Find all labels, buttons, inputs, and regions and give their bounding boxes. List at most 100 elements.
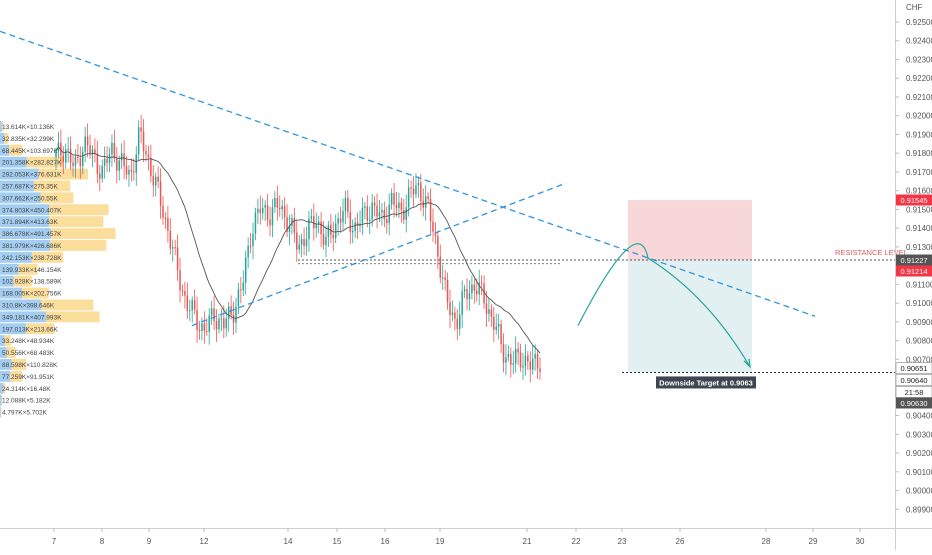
candle-body xyxy=(347,197,349,213)
candle-body xyxy=(116,158,118,171)
volume-profile-up-bar xyxy=(0,311,46,323)
candle-body xyxy=(296,232,298,250)
volume-profile-label: 50.556K×68.483K xyxy=(2,350,55,357)
candle-body xyxy=(213,308,215,322)
candle-body xyxy=(524,355,527,366)
volume-profile-up-bar xyxy=(0,132,5,144)
volume-profile-label: 242.153K×238.728K xyxy=(2,255,62,262)
candle-body xyxy=(420,182,422,202)
volume-profile-label: 88.598K×110.828K xyxy=(2,362,58,369)
candle-body xyxy=(410,187,412,189)
volume-profile-up-bar xyxy=(0,144,10,156)
volume-profile-label: 349.181K×407.993K xyxy=(2,314,62,321)
candle-body xyxy=(466,289,468,300)
resistance-level-label: RESISTANCE LEVEL xyxy=(835,248,908,257)
candle-body xyxy=(189,310,191,312)
volume-profile-down-bar xyxy=(40,299,94,311)
candle-body xyxy=(259,208,262,214)
candle-body xyxy=(495,326,497,330)
volume-profile-down-bar xyxy=(25,323,55,335)
candle-body xyxy=(437,235,439,257)
volume-profile-up-bar xyxy=(0,370,11,382)
candle-body xyxy=(480,282,483,284)
candle-body xyxy=(247,245,249,258)
volume-profile-label: 201.358K×282.827K xyxy=(2,160,62,167)
candle-body xyxy=(322,234,325,246)
candle-body xyxy=(332,234,335,239)
candle-body xyxy=(225,318,228,329)
candle-body xyxy=(254,212,257,234)
candle-body xyxy=(300,239,303,245)
time-tick-label: 7 xyxy=(52,537,57,546)
volume-profile-label: 4.797K×5.702K xyxy=(2,410,48,417)
volume-profile-label: 24.314K×16.48K xyxy=(2,386,51,393)
time-tick-label: 9 xyxy=(147,537,152,546)
volume-profile-up-bar xyxy=(0,359,12,370)
candle-body xyxy=(206,331,208,333)
candle-body xyxy=(429,198,432,222)
candle-body xyxy=(500,324,502,345)
volume-profile-up-bar xyxy=(0,394,2,406)
profit-target-zone xyxy=(628,260,752,373)
volume-profile-label: 168.005K×202.756K xyxy=(2,291,62,298)
candle-body xyxy=(439,256,442,278)
candle-body xyxy=(184,290,186,296)
candle-body xyxy=(291,218,293,226)
candle-body xyxy=(510,353,512,365)
target-callout-box xyxy=(656,376,756,389)
candle-body xyxy=(99,173,101,179)
candle-body xyxy=(130,169,133,172)
volume-profile-down-bar xyxy=(1,394,3,406)
candle-body xyxy=(405,207,407,220)
candle-body xyxy=(349,212,352,233)
price-badge xyxy=(895,374,932,386)
descending-trendline xyxy=(0,30,816,317)
volume-profile-up-bar xyxy=(0,335,5,347)
candle-body xyxy=(415,185,417,195)
price-badge-label: 0.90630 xyxy=(900,399,927,408)
volume-profile-down-bar xyxy=(26,156,64,168)
candle-body xyxy=(276,198,279,208)
time-axis[interactable]: 7 8 9 12 14 15 16 19 21 22 23 26 28 29 30 xyxy=(0,528,932,546)
price-badge-label: 0.91227 xyxy=(900,256,927,265)
candle-body xyxy=(519,352,522,368)
candle-body xyxy=(395,204,398,209)
volume-profile-down-bar xyxy=(50,240,107,251)
price-badge-label: 21:58 xyxy=(905,388,924,397)
volume-profile-down-bar xyxy=(3,382,6,394)
volume-profile-down-bar xyxy=(48,216,104,228)
candle-body xyxy=(497,324,500,327)
volume-profile-up-bar xyxy=(0,299,41,311)
volume-profile-label: 292.053K×376.631K xyxy=(2,172,62,179)
candle-body xyxy=(522,365,524,368)
candle-body xyxy=(354,222,356,231)
volume-profile-up-bar xyxy=(0,228,51,239)
candle-body xyxy=(176,247,179,271)
candle-body xyxy=(456,318,459,329)
candle-body xyxy=(223,318,225,329)
candle-body xyxy=(210,308,213,316)
overlays: RESISTANCE LEVEL Downside Target at 0.906… xyxy=(0,30,908,389)
candle-body xyxy=(446,280,449,303)
candle-body xyxy=(249,245,252,247)
volume-profile-label: 381.979K×426.686K xyxy=(2,243,62,250)
candle-body xyxy=(517,348,519,353)
candle-body xyxy=(308,218,310,240)
price-tick-label: 0.91100 xyxy=(906,280,932,289)
candle-body xyxy=(91,149,94,155)
price-badge-label: 0.90651 xyxy=(900,364,927,373)
volume-profile-label: 197.013K×213.66K xyxy=(2,326,59,333)
price-badge-label: 0.91214 xyxy=(900,267,927,276)
